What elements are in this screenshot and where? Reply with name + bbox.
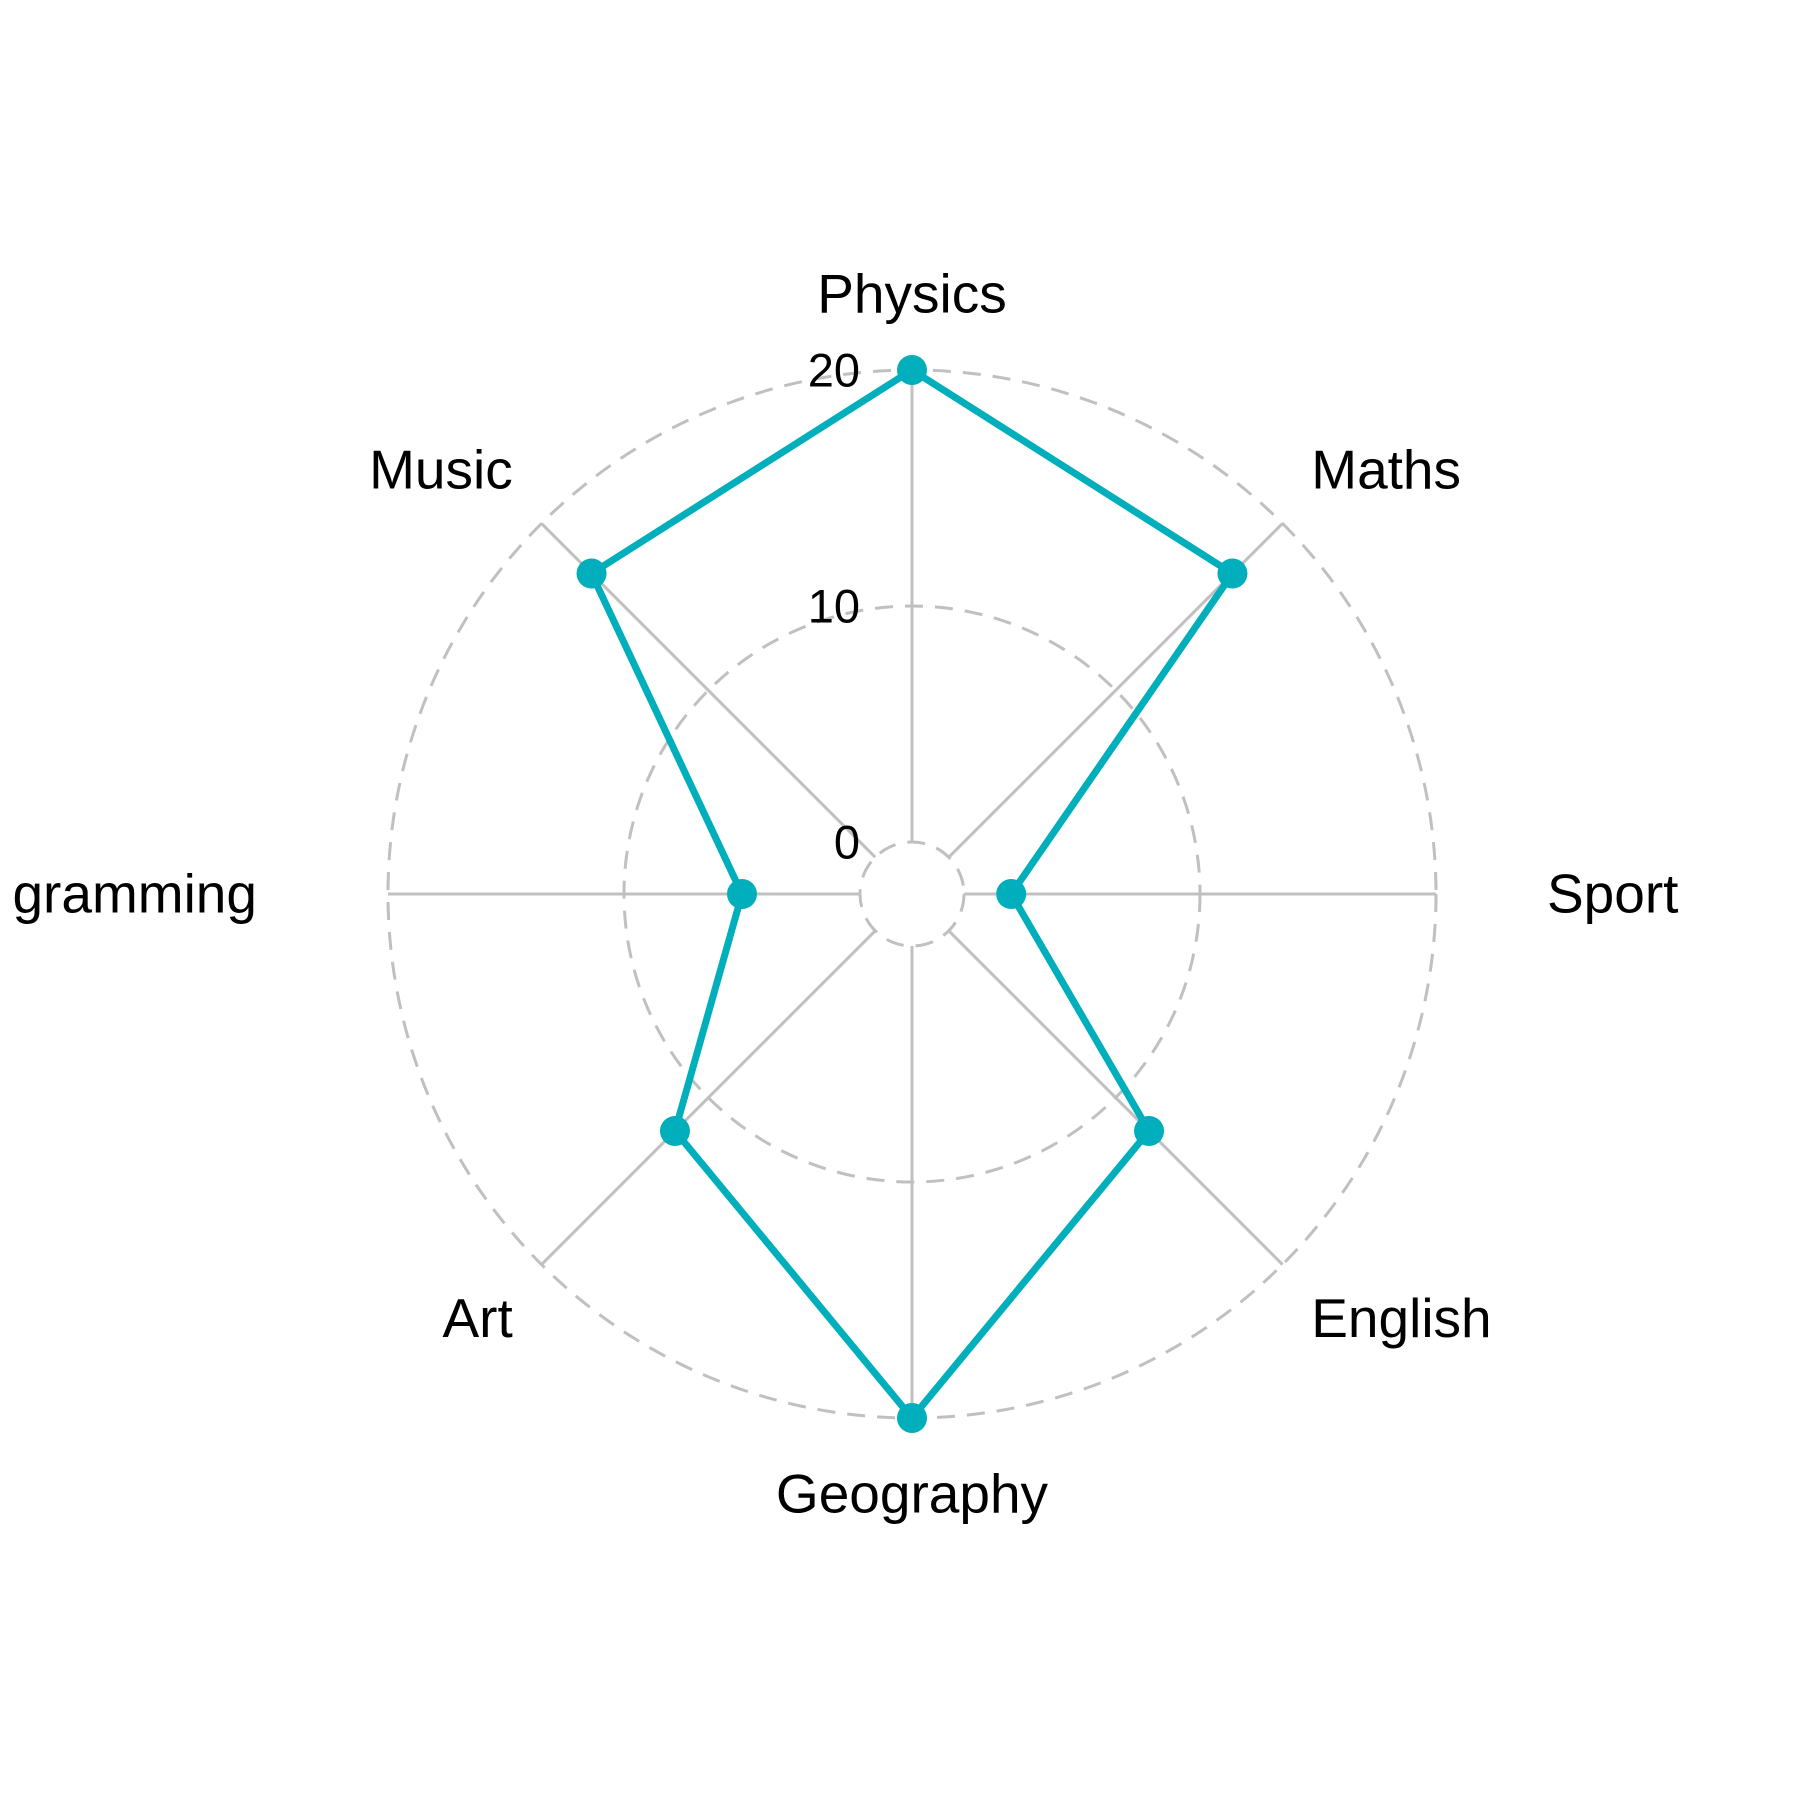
category-label-art: Art xyxy=(442,1287,512,1349)
category-label-english: English xyxy=(1311,1287,1491,1349)
category-label-geography: Geography xyxy=(776,1463,1049,1525)
point-gramming xyxy=(727,879,757,909)
point-physics xyxy=(897,355,927,385)
point-geography xyxy=(897,1403,927,1433)
grid-circle-0 xyxy=(860,842,964,946)
category-label-sport: Sport xyxy=(1547,863,1678,925)
spoke-english xyxy=(949,931,1283,1265)
category-label-physics: Physics xyxy=(817,263,1007,325)
category-label-maths: Maths xyxy=(1311,438,1461,500)
category-label-gramming: gramming xyxy=(12,863,257,925)
axis-spokes xyxy=(388,370,1436,1418)
point-music xyxy=(577,559,607,589)
tick-label-0: 0 xyxy=(834,815,860,868)
point-sport xyxy=(996,879,1026,909)
tick-label-10: 10 xyxy=(808,579,860,632)
point-english xyxy=(1134,1116,1164,1146)
point-art xyxy=(660,1116,690,1146)
tick-label-20: 20 xyxy=(808,343,860,396)
point-maths xyxy=(1217,559,1247,589)
spoke-art xyxy=(541,931,875,1265)
category-label-music: Music xyxy=(369,438,513,500)
